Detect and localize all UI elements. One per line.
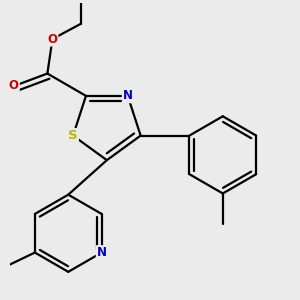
- Text: O: O: [47, 32, 58, 46]
- Text: O: O: [9, 79, 19, 92]
- Text: N: N: [97, 246, 107, 259]
- Text: N: N: [123, 89, 133, 102]
- Text: S: S: [68, 129, 78, 142]
